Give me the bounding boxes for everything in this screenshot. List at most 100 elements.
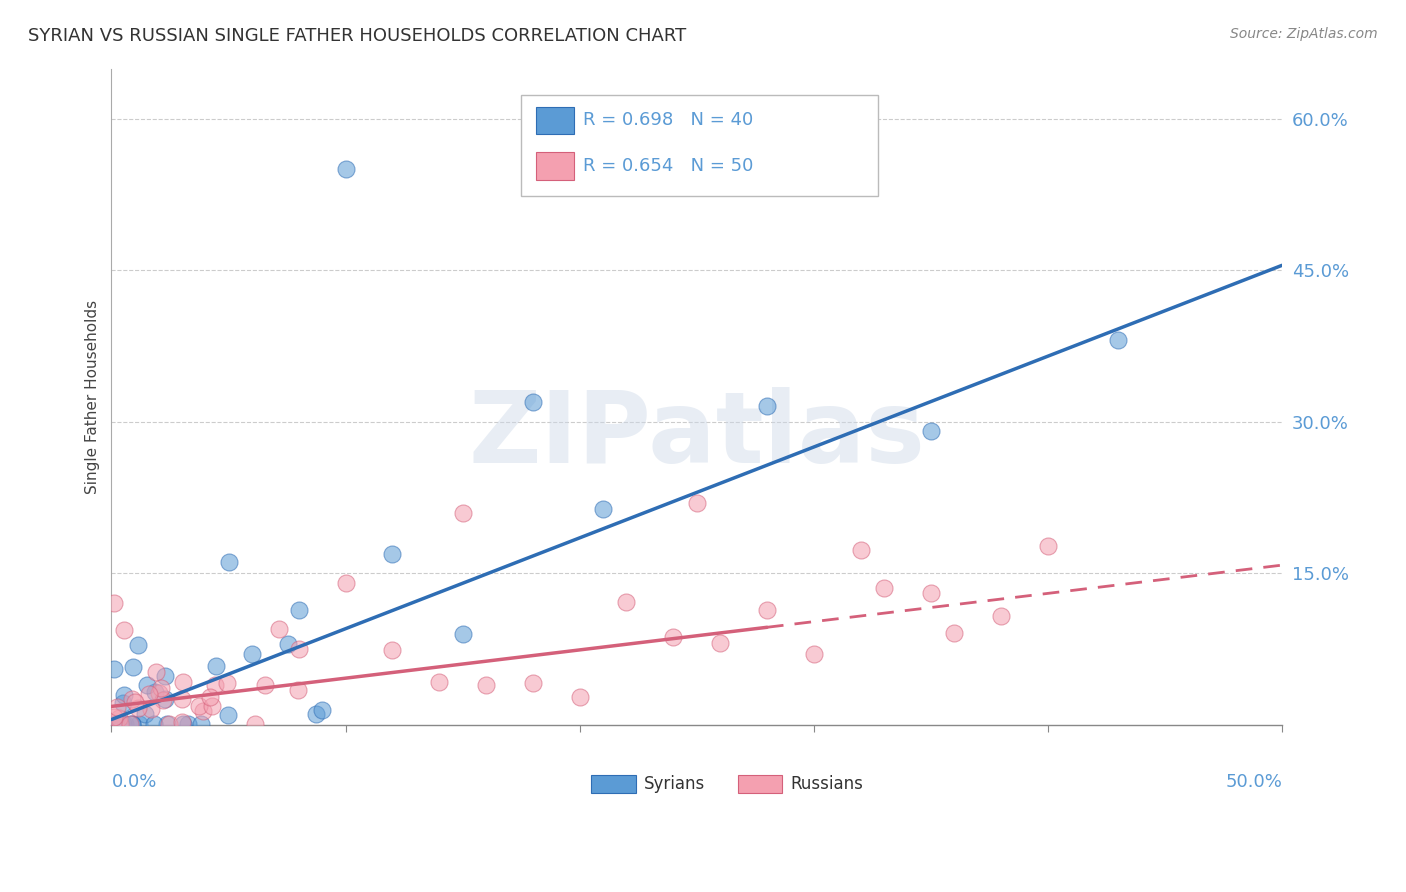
Point bbox=[143, 685, 166, 699]
Point bbox=[128, 716, 150, 731]
Point bbox=[803, 647, 825, 661]
Point bbox=[218, 555, 240, 569]
Point bbox=[127, 701, 149, 715]
Point bbox=[592, 501, 614, 516]
Point bbox=[616, 595, 638, 609]
Point bbox=[335, 162, 357, 177]
Point bbox=[287, 682, 309, 697]
Point bbox=[240, 647, 263, 661]
Point bbox=[110, 716, 132, 731]
Point bbox=[121, 659, 143, 673]
Point bbox=[849, 542, 872, 557]
Point bbox=[1107, 333, 1129, 347]
Point bbox=[153, 669, 176, 683]
Point bbox=[522, 394, 544, 409]
FancyBboxPatch shape bbox=[522, 95, 879, 196]
Point bbox=[127, 638, 149, 652]
Text: SYRIAN VS RUSSIAN SINGLE FATHER HOUSEHOLDS CORRELATION CHART: SYRIAN VS RUSSIAN SINGLE FATHER HOUSEHOL… bbox=[28, 27, 686, 45]
Point bbox=[110, 716, 132, 731]
Point bbox=[112, 696, 135, 710]
Point bbox=[568, 690, 591, 704]
Point bbox=[287, 642, 309, 657]
Point bbox=[200, 690, 222, 704]
Point bbox=[103, 662, 125, 676]
Text: Source: ZipAtlas.com: Source: ZipAtlas.com bbox=[1230, 27, 1378, 41]
Point bbox=[110, 716, 132, 731]
Point bbox=[311, 703, 333, 717]
Point bbox=[475, 678, 498, 692]
Point bbox=[156, 716, 179, 731]
Point bbox=[190, 716, 212, 731]
Point bbox=[381, 547, 404, 561]
Point bbox=[145, 665, 167, 679]
Point bbox=[112, 624, 135, 638]
Point bbox=[172, 716, 194, 731]
Point bbox=[709, 636, 731, 650]
Point bbox=[451, 506, 474, 520]
Point bbox=[943, 625, 966, 640]
Point bbox=[138, 687, 160, 701]
Point bbox=[873, 582, 896, 596]
Point bbox=[172, 675, 194, 690]
Text: R = 0.698   N = 40: R = 0.698 N = 40 bbox=[583, 111, 754, 128]
Text: Russians: Russians bbox=[790, 774, 863, 793]
Point bbox=[335, 576, 357, 591]
Point bbox=[990, 609, 1012, 624]
Bar bbox=[738, 775, 782, 794]
Point bbox=[104, 716, 127, 731]
Point bbox=[136, 678, 159, 692]
Point bbox=[267, 622, 290, 636]
Point bbox=[121, 716, 143, 731]
Point bbox=[108, 711, 131, 725]
Point bbox=[755, 399, 778, 413]
Point bbox=[287, 603, 309, 617]
Point bbox=[139, 702, 162, 716]
Point bbox=[451, 627, 474, 641]
Point bbox=[148, 686, 170, 700]
Point bbox=[177, 716, 200, 731]
Point bbox=[108, 716, 131, 731]
Point bbox=[114, 716, 136, 731]
Point bbox=[188, 698, 211, 713]
Point bbox=[217, 708, 239, 723]
Point bbox=[920, 586, 942, 600]
Text: Syrians: Syrians bbox=[644, 774, 706, 793]
Point bbox=[105, 699, 128, 714]
Point bbox=[204, 678, 226, 692]
Point bbox=[217, 676, 239, 690]
Point bbox=[201, 699, 224, 714]
Point bbox=[172, 715, 194, 730]
Point bbox=[124, 695, 146, 709]
Point bbox=[686, 495, 709, 509]
Point bbox=[134, 706, 156, 721]
Point bbox=[662, 630, 685, 644]
Bar bbox=[536, 106, 574, 134]
Point bbox=[157, 716, 180, 731]
Point bbox=[114, 688, 136, 702]
Bar bbox=[536, 153, 574, 180]
Point bbox=[245, 716, 267, 731]
Point bbox=[205, 659, 228, 673]
Point bbox=[121, 691, 143, 706]
Point bbox=[118, 716, 141, 731]
Text: 50.0%: 50.0% bbox=[1225, 773, 1282, 791]
Point bbox=[103, 709, 125, 723]
Point bbox=[112, 716, 135, 731]
Text: ZIPatlas: ZIPatlas bbox=[468, 387, 925, 484]
Y-axis label: Single Father Households: Single Father Households bbox=[86, 300, 100, 493]
Point bbox=[277, 638, 299, 652]
Point bbox=[152, 693, 174, 707]
Point bbox=[755, 602, 778, 616]
Point bbox=[920, 424, 942, 438]
Point bbox=[253, 678, 276, 692]
Text: R = 0.654   N = 50: R = 0.654 N = 50 bbox=[583, 157, 754, 175]
Point bbox=[1036, 540, 1059, 554]
Point bbox=[193, 705, 215, 719]
Point bbox=[153, 692, 176, 706]
Point bbox=[522, 676, 544, 690]
Point bbox=[142, 716, 165, 731]
Point bbox=[170, 692, 193, 706]
Text: 0.0%: 0.0% bbox=[111, 773, 157, 791]
Point bbox=[103, 597, 125, 611]
Point bbox=[150, 681, 173, 695]
